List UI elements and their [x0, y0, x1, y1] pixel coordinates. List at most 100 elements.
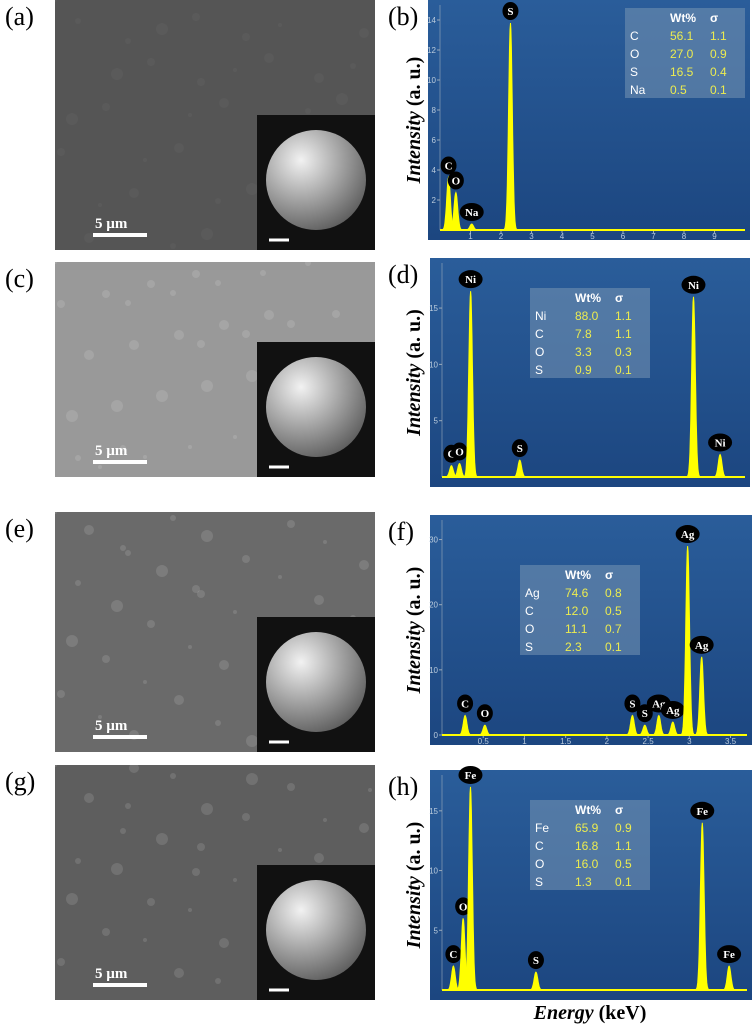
texture: [192, 585, 200, 593]
table-cell: 3.3: [575, 345, 592, 359]
texture: [242, 330, 250, 338]
texture: [188, 113, 192, 117]
texture: [143, 680, 147, 684]
texture: [57, 300, 65, 308]
texture: [120, 545, 126, 551]
table-cell: 0.7: [605, 622, 622, 636]
texture: [66, 893, 78, 905]
peak-label: C: [445, 161, 453, 173]
peak-label: Ag: [666, 705, 680, 717]
y-axis-label: Intensity(a. u.): [403, 57, 425, 185]
table-header: σ: [615, 291, 623, 305]
table-cell: 0.8: [605, 586, 622, 600]
x-tick-label: 3.5: [725, 737, 737, 746]
peak-label: O: [459, 901, 468, 913]
table-cell: 0.5: [670, 83, 687, 97]
x-axis-label: Energy(keV): [533, 1002, 647, 1024]
texture: [170, 515, 176, 521]
texture: [75, 18, 81, 24]
y-axis-label-italic: Intensity: [403, 363, 425, 436]
texture: [201, 228, 213, 240]
scale-label: 5 µm: [95, 966, 128, 982]
y-tick-label: 6: [432, 136, 437, 145]
texture: [147, 58, 155, 66]
y-tick-label: 15: [429, 304, 438, 313]
table-header: σ: [615, 803, 623, 817]
y-tick-label: 20: [429, 601, 438, 610]
texture: [264, 53, 274, 63]
y-axis-label: Intensity(a. u.): [403, 567, 425, 695]
texture: [192, 868, 200, 876]
texture: [143, 938, 147, 942]
texture: [75, 580, 81, 586]
texture: [156, 833, 168, 845]
texture: [246, 773, 258, 785]
y-tick-label: 12: [427, 46, 436, 55]
texture: [233, 435, 237, 439]
texture: [192, 270, 200, 278]
texture: [215, 720, 221, 726]
y-tick-label: 0: [434, 731, 439, 740]
table-cell: 1.1: [710, 29, 727, 43]
table-cell: 0.5: [605, 604, 622, 618]
particle: [266, 880, 366, 980]
y-tick-label: 14: [427, 16, 436, 25]
texture: [111, 68, 123, 80]
x-tick-label: 4: [560, 232, 565, 241]
texture: [53, 260, 57, 264]
texture: [278, 575, 282, 579]
scale-label: 5 µm: [95, 216, 128, 232]
texture: [188, 645, 192, 649]
texture: [174, 143, 184, 153]
y-tick-label: 4: [432, 166, 437, 175]
texture: [84, 350, 94, 360]
figure: (a)5 µm(c)5 µm(e)5 µm(g)5 µm(b)246810121…: [0, 0, 752, 1025]
y-tick-label: 5: [434, 417, 439, 426]
peak-label: S: [533, 955, 539, 967]
texture: [359, 560, 369, 570]
table-cell: 0.1: [605, 640, 622, 654]
table-cell: 0.1: [615, 875, 632, 889]
texture: [188, 445, 192, 449]
table-cell: 74.6: [565, 586, 589, 600]
table-cell: Na: [630, 83, 646, 97]
peak-label: O: [455, 446, 464, 458]
peak-label: O: [452, 176, 461, 188]
texture: [287, 783, 295, 791]
texture: [75, 858, 81, 864]
x-tick-label: 8: [682, 232, 687, 241]
x-axis-label-unit: (keV): [599, 1002, 647, 1024]
texture: [246, 735, 258, 747]
texture: [84, 525, 94, 535]
y-tick-label: 5: [434, 926, 439, 935]
texture: [102, 290, 110, 298]
texture: [197, 843, 205, 851]
x-tick-label: 3: [687, 737, 692, 746]
table-cell: S: [630, 65, 638, 79]
texture: [84, 793, 94, 803]
peak-label: S: [507, 6, 513, 18]
texture: [233, 68, 237, 72]
table-header: Wt%: [575, 803, 601, 817]
y-axis-label-unit: (a. u.): [403, 57, 425, 106]
peak-label: C: [461, 698, 469, 710]
texture: [314, 595, 324, 605]
peak-label: Fe: [465, 770, 477, 782]
texture: [215, 280, 221, 286]
texture: [323, 818, 327, 822]
peak-label: Na: [465, 207, 479, 219]
y-tick-label: 2: [432, 196, 437, 205]
table-cell: C: [630, 29, 639, 43]
table-cell: 1.1: [615, 309, 632, 323]
texture: [314, 73, 324, 83]
texture: [287, 520, 295, 528]
peak-label: C: [449, 949, 457, 961]
y-axis-label-italic: Intensity: [403, 621, 425, 694]
texture: [53, 510, 57, 514]
table-header: Wt%: [565, 568, 591, 582]
texture: [278, 23, 282, 27]
texture: [278, 848, 282, 852]
table-cell: 7.8: [575, 327, 592, 341]
texture: [111, 400, 123, 412]
x-tick-label: 7: [651, 232, 656, 241]
